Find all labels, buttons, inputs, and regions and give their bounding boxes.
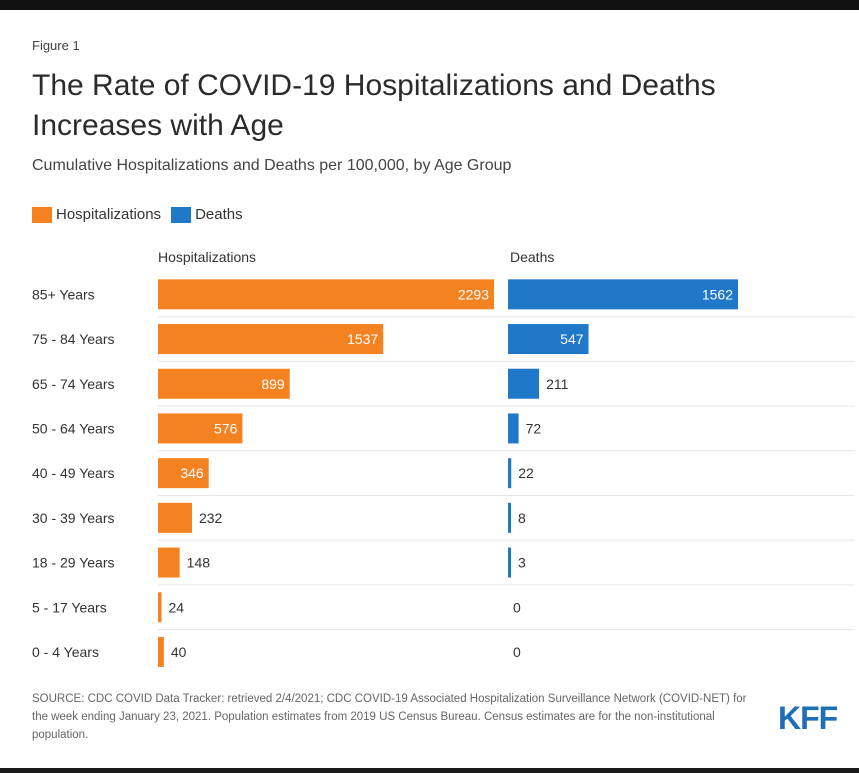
death-value-label: 0: [513, 599, 521, 615]
legend-label-hospitalizations: Hospitalizations: [56, 206, 162, 223]
hospitalization-value-label: 2293: [458, 286, 489, 302]
hospitalization-value-label: 1537: [347, 331, 378, 347]
death-bar: [508, 368, 540, 399]
hospitalization-bar: [158, 547, 180, 578]
category-label: 0 - 4 Years: [32, 644, 99, 660]
category-label: 40 - 49 Years: [32, 465, 115, 481]
death-bar: [508, 458, 512, 489]
kff-logo: KFF: [778, 700, 838, 736]
hospitalization-value-label: 576: [214, 420, 238, 436]
hospitalization-value-label: 24: [169, 599, 185, 615]
legend: Hospitalizations Deaths: [32, 206, 253, 223]
hospitalization-value-label: 346: [180, 465, 204, 481]
legend-swatch-deaths: [171, 206, 192, 223]
category-label: 18 - 29 Years: [32, 555, 115, 571]
death-bar: [508, 324, 589, 355]
figure-label: Figure 1: [32, 38, 80, 53]
category-label: 85+ Years: [32, 286, 95, 302]
hospitalization-value-label: 232: [199, 510, 223, 526]
category-label: 30 - 39 Years: [32, 510, 115, 526]
death-value-label: 22: [518, 465, 534, 481]
category-label: 65 - 74 Years: [32, 376, 115, 392]
hospitalization-bar: [158, 592, 162, 623]
legend-item-hospitalizations: Hospitalizations: [32, 206, 161, 223]
chart-title: The Rate of COVID-19 Hospitalizations an…: [32, 69, 716, 142]
death-value-label: 72: [526, 420, 542, 436]
bottom-border: [0, 768, 859, 773]
death-bar: [508, 279, 738, 310]
death-value-label: 1562: [702, 286, 733, 302]
hospitalization-bar: [158, 413, 243, 444]
chart-subtitle: Cumulative Hospitalizations and Deaths p…: [32, 157, 512, 174]
death-value-label: 547: [560, 331, 584, 347]
category-label: 75 - 84 Years: [32, 331, 115, 347]
death-bar: [508, 413, 519, 444]
top-border: [0, 0, 859, 10]
category-label: 50 - 64 Years: [32, 420, 115, 436]
panel-title-hospitalizations: Hospitalizations: [158, 249, 256, 265]
death-bar: [508, 547, 511, 578]
panel-title-deaths: Deaths: [510, 249, 554, 265]
source-note: SOURCE: CDC COVID Data Tracker: retrieve…: [32, 693, 747, 741]
bar-chart: Hospitalizations Deaths 85+ Years 2293 1562 7…: [32, 249, 855, 667]
hospitalization-bar: [158, 279, 494, 310]
hospitalization-value-label: 148: [187, 555, 211, 571]
legend-swatch-hospitalizations: [32, 206, 52, 223]
hospitalization-value-label: 40: [171, 644, 187, 660]
hospitalization-bar: [158, 458, 209, 489]
death-value-label: 3: [518, 555, 526, 571]
death-value-label: 8: [518, 510, 526, 526]
hospitalization-bar: [158, 636, 164, 667]
death-value-label: 0: [513, 644, 521, 660]
legend-label-deaths: Deaths: [195, 206, 243, 223]
hospitalization-value-label: 899: [261, 376, 285, 392]
death-bar: [508, 502, 511, 533]
legend-item-deaths: Deaths: [171, 206, 243, 223]
hospitalization-bar: [158, 368, 290, 399]
hospitalization-bar: [158, 502, 192, 533]
category-label: 5 - 17 Years: [32, 599, 107, 615]
hospitalization-bar: [158, 324, 384, 355]
death-value-label: 211: [546, 376, 569, 392]
